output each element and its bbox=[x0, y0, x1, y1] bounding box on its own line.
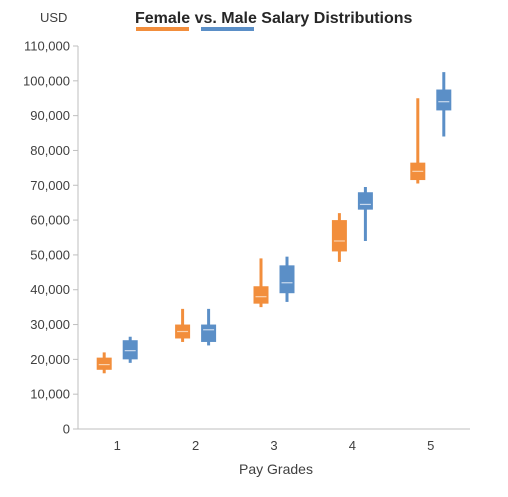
y-tick-label: 90,000 bbox=[30, 108, 70, 123]
y-unit-label: USD bbox=[40, 10, 67, 25]
y-tick-label: 80,000 bbox=[30, 143, 70, 158]
legend-swatch-male bbox=[201, 27, 254, 31]
y-tick-label: 20,000 bbox=[30, 352, 70, 367]
box-male-3 bbox=[279, 256, 295, 302]
box-iqr bbox=[331, 220, 347, 252]
box-iqr bbox=[357, 192, 373, 210]
box-female-1 bbox=[96, 352, 112, 374]
y-tick-label: 10,000 bbox=[30, 387, 70, 402]
x-tick-label: 1 bbox=[114, 438, 121, 453]
box-female-2 bbox=[175, 308, 191, 342]
chart-title: Female vs. Male Salary Distributions bbox=[135, 10, 413, 27]
y-tick-label: 50,000 bbox=[30, 247, 70, 262]
box-iqr bbox=[201, 324, 217, 342]
box-female-3 bbox=[253, 258, 269, 308]
y-tick-label: 110,000 bbox=[24, 39, 70, 54]
x-tick-label: 4 bbox=[349, 438, 356, 453]
box-male-1 bbox=[122, 336, 138, 363]
y-tick-label: 70,000 bbox=[30, 178, 70, 193]
y-tick-label: 60,000 bbox=[30, 213, 70, 228]
legend-swatch-female bbox=[136, 27, 189, 31]
y-tick-label: 100,000 bbox=[23, 73, 70, 88]
box-female-5 bbox=[410, 98, 426, 184]
box-male-4 bbox=[357, 187, 373, 241]
y-tick-label: 30,000 bbox=[30, 317, 70, 332]
box-iqr bbox=[96, 357, 112, 370]
y-tick-label: 0 bbox=[63, 422, 70, 437]
box-male-5 bbox=[436, 72, 452, 137]
x-axis-ticks: 1 2 3 4 5 bbox=[114, 438, 435, 453]
box-iqr bbox=[253, 286, 269, 304]
x-tick-label: 2 bbox=[192, 438, 199, 453]
y-tick-label: 40,000 bbox=[30, 282, 70, 297]
y-axis-ticks: 0 10,000 20,000 30,000 40,000 50,000 60,000 70,… bbox=[23, 39, 78, 437]
box-iqr bbox=[279, 265, 295, 294]
x-axis-title: Pay Grades bbox=[239, 461, 313, 477]
x-tick-label: 3 bbox=[270, 438, 277, 453]
box-iqr bbox=[436, 89, 452, 111]
x-tick-label: 5 bbox=[427, 438, 434, 453]
box-iqr bbox=[122, 340, 138, 360]
box-female-4 bbox=[331, 213, 347, 262]
box-plot-marks bbox=[96, 72, 452, 374]
box-male-2 bbox=[201, 308, 217, 346]
